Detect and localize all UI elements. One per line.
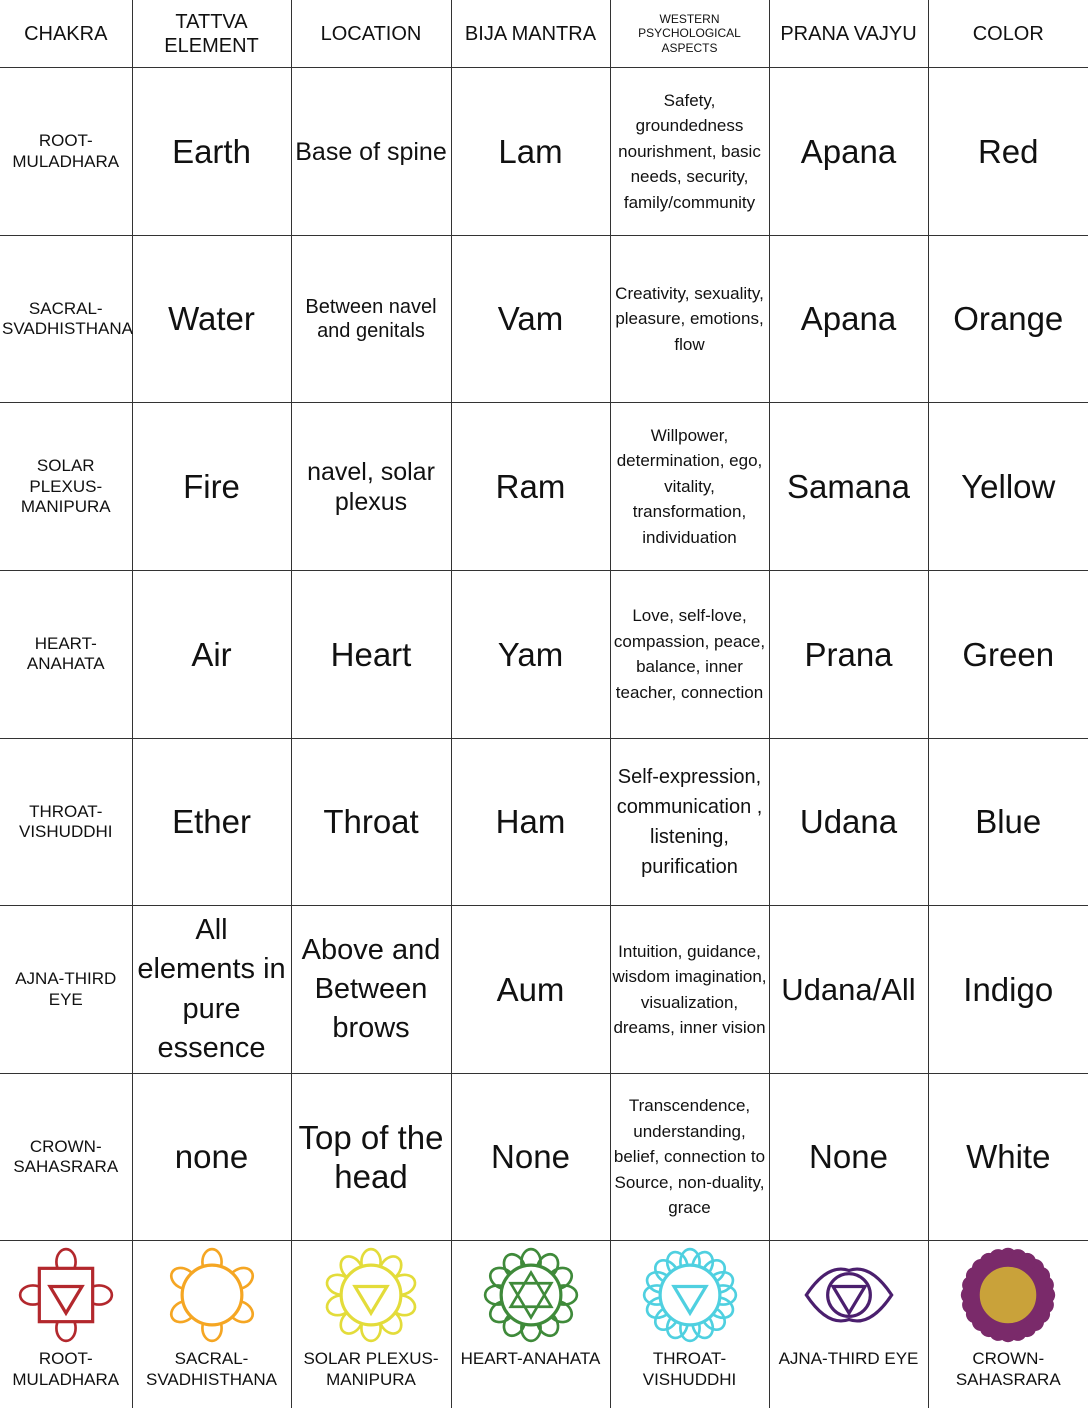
cell-location: Above and Between brows [290,905,452,1074]
cell-mantra: Aum [450,905,611,1074]
table-row: SOLAR PLEXUS-MANIPURA Fire navel, solar pl… [0,402,1088,572]
cell-mantra: Yam [450,570,611,739]
cell-color: Yellow [927,402,1088,572]
cell-vayu: Udana/All [768,905,929,1074]
cell-chakra: SOLAR PLEXUS-MANIPURA [0,402,133,572]
cell-chakra: HEART-ANAHATA [0,570,133,739]
icon-cell: HEART-ANAHATA [450,1240,611,1408]
cell-aspects: Love, self-love, compassion, peace, bala… [609,570,770,739]
cell-aspects: Self-expression, communication , listeni… [609,737,770,907]
icon-label: SACRAL-SVADHISTHANA [146,1349,277,1389]
cell-location: Base of spine [290,67,452,236]
cell-mantra: Ram [450,402,611,572]
cell-mantra: None [450,1072,611,1241]
icon-cell: SOLAR PLEXUS-MANIPURA [290,1240,452,1408]
cell-vayu: Udana [768,737,929,907]
cell-element: Ether [131,737,292,907]
cell-mantra: Vam [450,234,611,404]
header-vayu: PRANA VAJYU [768,0,929,69]
cell-location: Top of the head [290,1072,452,1241]
cell-color: White [927,1072,1088,1241]
sahasrara-symbol-icon [961,1248,1056,1343]
cell-chakra: AJNA-THIRD EYE [0,905,133,1074]
cell-element: Air [131,570,292,739]
cell-chakra: THROAT-VISHUDDHI [0,737,133,907]
icon-cell: ROOT-MULADHARA [0,1240,133,1408]
cell-chakra: SACRAL-SVADHISTHANA [0,234,133,404]
muladhara-symbol-icon [18,1248,113,1343]
cell-aspects: Safety, groundedness nourishment, basic … [609,67,770,236]
table-row: HEART-ANAHATA Air Heart Yam Love, self-love,… [0,570,1088,739]
cell-aspects: Intuition, guidance, wisdom imagination,… [609,905,770,1074]
icon-label: HEART-ANAHATA [460,1349,601,1369]
svadhisthana-symbol-icon [169,1248,254,1343]
icon-label: CROWN-SAHASRARA [955,1349,1061,1389]
table-row: ROOT-MULADHARA Earth Base of spine Lam Safet… [0,67,1088,236]
cell-element: Earth [131,67,292,236]
header-element: TATTVA ELEMENT [131,0,292,69]
cell-location: Throat [290,737,452,907]
icon-row: ROOT-MULADHARA SACRAL-SVADHISTHANA SOLAR P… [0,1240,1088,1408]
anahata-symbol-icon [483,1248,578,1343]
table-row: THROAT-VISHUDDHI Ether Throat Ham Self-expre… [0,737,1088,907]
table-row: CROWN-SAHASRARA none Top of the head None Tr… [0,1072,1088,1241]
icon-label: ROOT-MULADHARA [12,1349,120,1389]
ajna-symbol-icon [803,1267,894,1323]
cell-vayu: Samana [768,402,929,572]
icon-label: SOLAR PLEXUS-MANIPURA [303,1349,439,1389]
icon-cell: THROAT-VISHUDDHI [609,1240,770,1408]
icon-cell: SACRAL-SVADHISTHANA [131,1240,292,1408]
table-row: AJNA-THIRD EYE All elements in pure essen… [0,905,1088,1074]
cell-aspects: Transcendence, understanding, belief, co… [609,1072,770,1241]
icon-label: THROAT-VISHUDDHI [642,1349,737,1389]
cell-color: Green [927,570,1088,739]
cell-location: Heart [290,570,452,739]
header-color: COLOR [927,0,1088,69]
header-chakra: CHAKRA [0,0,133,69]
vishuddhi-symbol-icon [642,1248,737,1343]
cell-element: Fire [131,402,292,572]
cell-aspects: Willpower, determination, ego, vitality,… [609,402,770,572]
cell-mantra: Lam [450,67,611,236]
cell-color: Orange [927,234,1088,404]
cell-element: All elements in pure essence [131,905,292,1074]
table-row: SACRAL-SVADHISTHANA Water Between navel an… [0,234,1088,404]
header-mantra: BIJA MANTRA [450,0,611,69]
cell-location: navel, solar plexus [290,402,452,572]
header-row: CHAKRA TATTVA ELEMENT LOCATION BIJA MANT… [0,0,1088,69]
cell-mantra: Ham [450,737,611,907]
icon-cell: CROWN-SAHASRARA [927,1240,1088,1408]
icon-label: AJNA-THIRD EYE [778,1349,919,1369]
cell-vayu: Prana [768,570,929,739]
header-location: LOCATION [290,0,452,69]
cell-element: Water [131,234,292,404]
cell-vayu: None [768,1072,929,1241]
cell-chakra: CROWN-SAHASRARA [0,1072,133,1241]
cell-chakra: ROOT-MULADHARA [0,67,133,236]
manipura-symbol-icon [325,1248,417,1343]
icon-cell: AJNA-THIRD EYE [768,1240,929,1408]
cell-location: Between navel and genitals [290,234,452,404]
header-aspects: WESTERN PSYCHOLOGICAL ASPECTS [609,0,770,69]
cell-vayu: Apana [768,234,929,404]
cell-color: Red [927,67,1088,236]
cell-color: Indigo [927,905,1088,1074]
cell-color: Blue [927,737,1088,907]
cell-element: none [131,1072,292,1241]
cell-vayu: Apana [768,67,929,236]
cell-aspects: Creativity, sexuality, pleasure, emotion… [609,234,770,404]
